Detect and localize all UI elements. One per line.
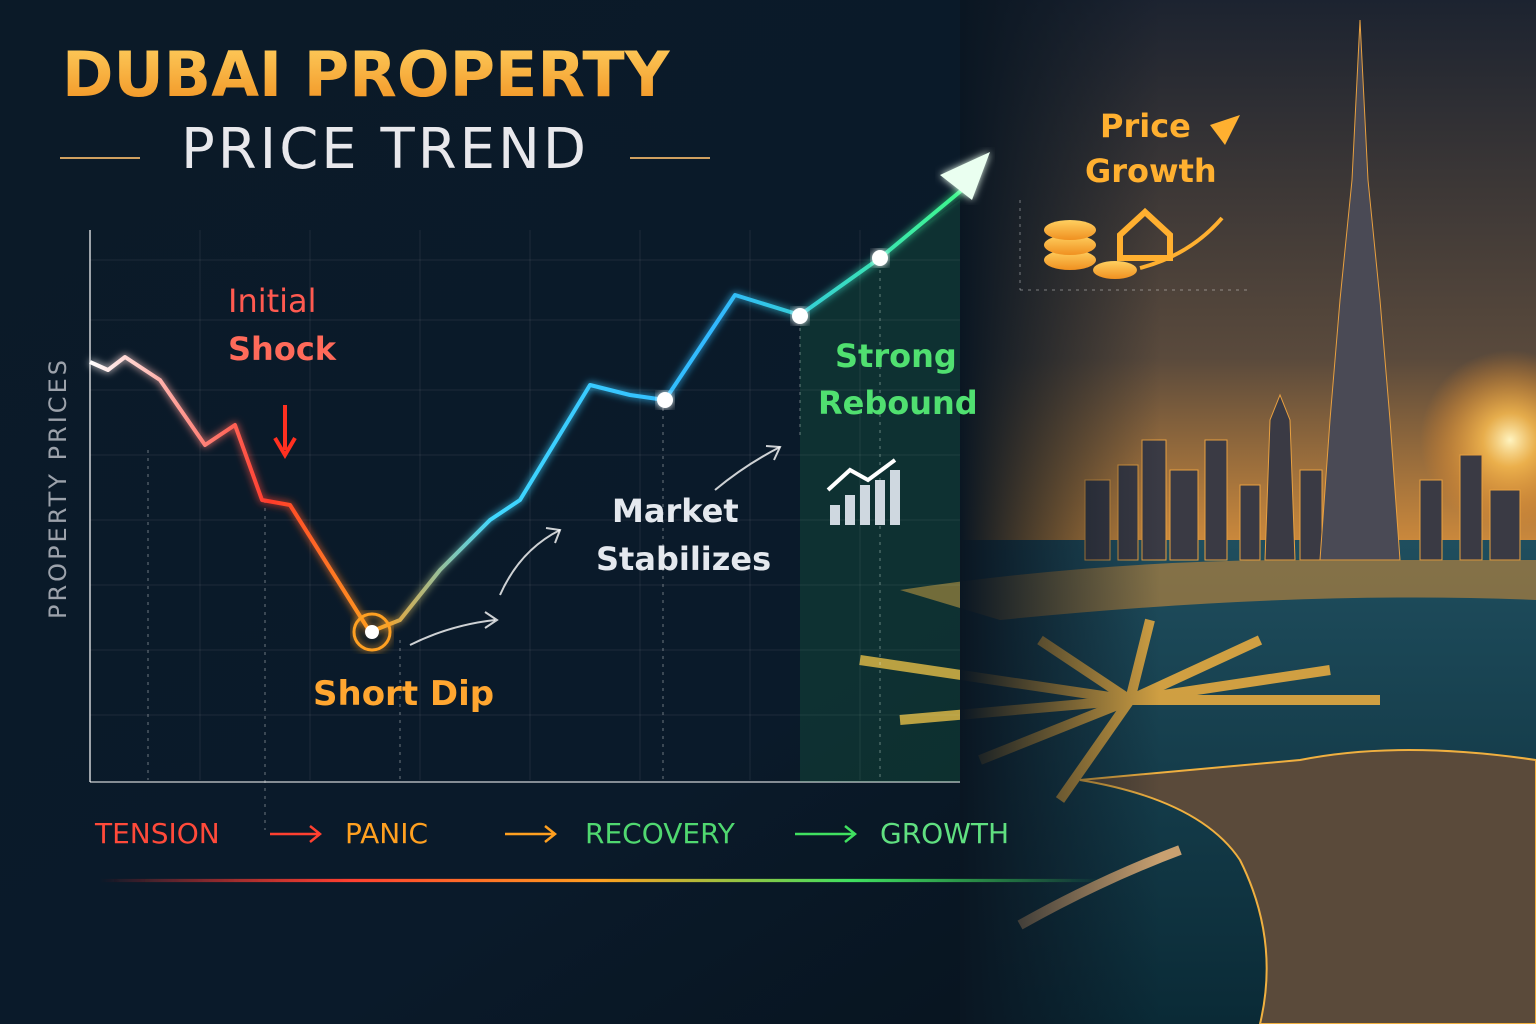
shock-arrow <box>273 405 297 459</box>
axis-label: PROPERTY PRICES <box>44 357 72 619</box>
annotation: Initial <box>228 282 317 320</box>
annotation: Shock <box>228 330 337 368</box>
annotation: Rebound <box>818 384 978 422</box>
annotation: Short Dip <box>313 674 494 714</box>
phase-label: TENSION <box>94 817 220 850</box>
phase-arrows <box>270 825 858 843</box>
phase-underline <box>100 879 1100 882</box>
coins-icon <box>1044 115 1240 279</box>
annotation: Stabilizes <box>596 540 771 578</box>
annotation: Growth <box>1085 152 1217 190</box>
trend-arrowhead <box>940 152 990 200</box>
phase-label: PANIC <box>345 817 428 850</box>
annotation: Strong <box>835 337 957 375</box>
trend-line <box>89 183 970 634</box>
annotation: Price <box>1100 107 1191 145</box>
phase-label: GROWTH <box>880 817 1009 850</box>
grid <box>90 230 960 780</box>
city-scene <box>859 0 1536 1024</box>
arrows <box>409 445 782 646</box>
subtitle: PRICE TREND <box>181 117 589 182</box>
annotation: Market <box>612 492 739 530</box>
chart-icon <box>826 458 900 525</box>
trend-points <box>352 250 888 652</box>
title: DUBAI PROPERTY <box>62 38 671 111</box>
phase-label: RECOVERY <box>585 817 736 850</box>
